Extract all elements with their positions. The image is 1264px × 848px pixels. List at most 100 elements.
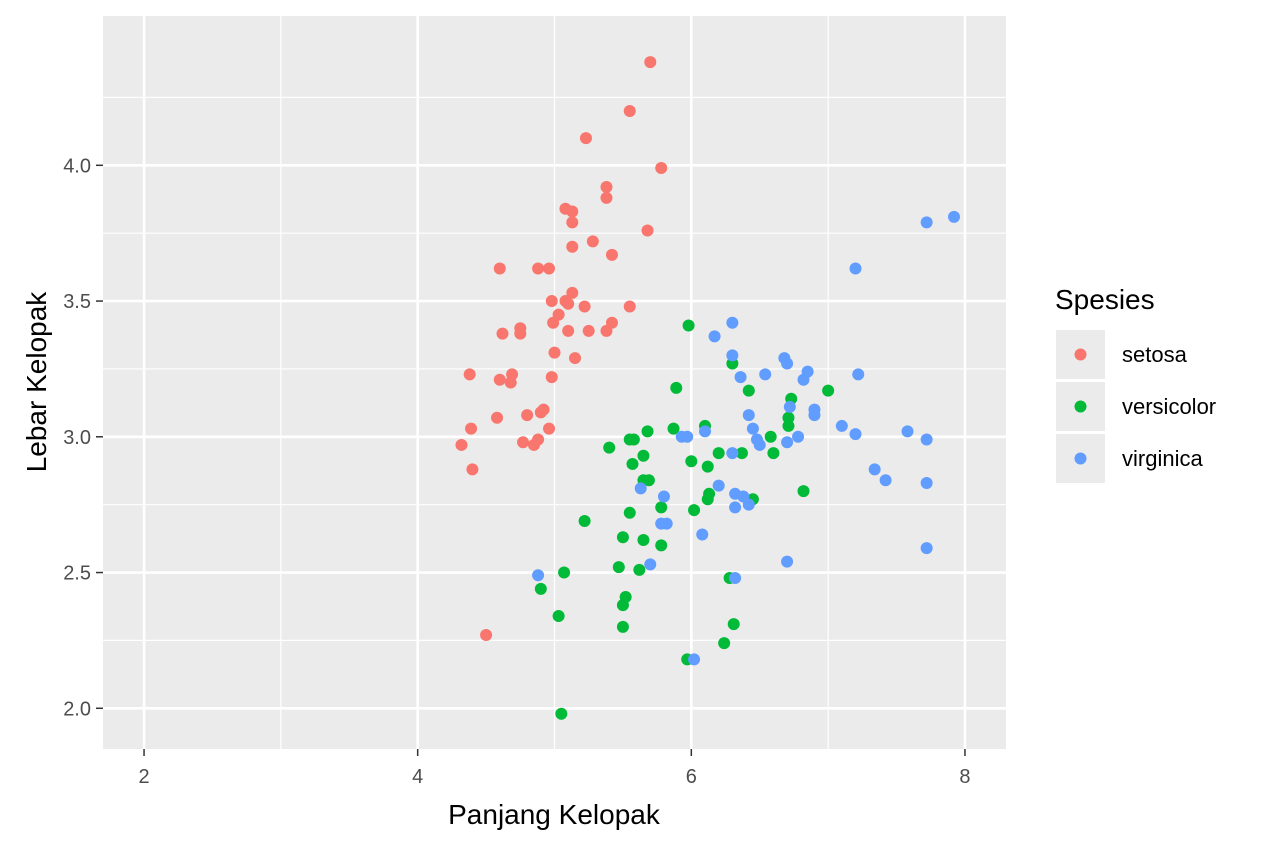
point-setosa — [586, 235, 599, 248]
point-virginica — [726, 447, 739, 460]
legend-label-versicolor: versicolor — [1122, 394, 1216, 419]
point-setosa — [566, 240, 579, 253]
point-virginica — [948, 210, 961, 223]
point-versicolor — [685, 455, 698, 468]
point-virginica — [729, 571, 742, 584]
point-versicolor — [688, 504, 701, 517]
point-versicolor — [764, 430, 777, 443]
point-virginica — [699, 425, 711, 438]
point-versicolor — [578, 514, 591, 527]
point-versicolor — [555, 707, 568, 720]
point-versicolor — [642, 474, 655, 487]
point-virginica — [849, 428, 862, 441]
point-setosa — [562, 324, 575, 337]
point-versicolor — [767, 447, 780, 460]
point-virginica — [759, 368, 772, 381]
point-virginica — [644, 558, 657, 571]
point-setosa — [623, 105, 636, 118]
point-setosa — [566, 216, 579, 229]
point-virginica — [657, 490, 670, 503]
point-setosa — [600, 191, 613, 204]
point-versicolor — [552, 609, 565, 622]
point-versicolor — [701, 493, 714, 506]
point-virginica — [879, 474, 892, 487]
point-versicolor — [641, 425, 654, 438]
point-setosa — [532, 262, 545, 275]
y-tick-label: 2.0 — [63, 698, 91, 720]
x-tick-label: 2 — [138, 766, 149, 788]
point-virginica — [835, 419, 848, 432]
legend-point-setosa — [1074, 348, 1087, 361]
point-virginica — [920, 216, 933, 229]
point-versicolor — [782, 419, 795, 432]
point-setosa — [504, 376, 517, 389]
point-versicolor — [735, 447, 748, 460]
point-versicolor — [626, 457, 639, 470]
point-versicolor — [667, 422, 680, 435]
point-setosa — [493, 262, 506, 275]
point-setosa — [566, 205, 579, 218]
point-setosa — [521, 409, 534, 422]
point-virginica — [746, 422, 759, 435]
point-virginica — [781, 436, 794, 449]
point-setosa — [569, 352, 582, 365]
y-axis-title: Lebar Kelopak — [21, 291, 52, 473]
point-setosa — [579, 132, 592, 145]
y-tick-label: 3.0 — [63, 427, 91, 449]
point-setosa — [566, 286, 579, 299]
point-setosa — [491, 411, 504, 424]
point-versicolor — [718, 637, 731, 650]
y-tick-label: 4.0 — [63, 155, 91, 177]
point-setosa — [644, 56, 657, 69]
point-setosa — [547, 316, 560, 329]
point-versicolor — [822, 384, 835, 397]
point-versicolor — [534, 582, 547, 595]
point-virginica — [808, 409, 821, 422]
point-virginica — [742, 498, 755, 511]
point-setosa — [532, 433, 545, 446]
point-setosa — [543, 262, 556, 275]
x-tick-label: 8 — [959, 766, 970, 788]
point-setosa — [534, 406, 547, 419]
x-axis-title: Panjang Kelopak — [448, 799, 661, 830]
point-setosa — [455, 438, 468, 451]
point-virginica — [753, 438, 766, 451]
point-setosa — [600, 324, 613, 337]
point-virginica — [852, 368, 865, 381]
point-versicolor — [637, 533, 650, 546]
data-points — [455, 56, 961, 720]
legend-point-versicolor — [1074, 400, 1087, 413]
point-versicolor — [623, 433, 636, 446]
legend-title: Spesies — [1055, 284, 1155, 315]
point-virginica — [901, 425, 914, 438]
point-setosa — [623, 300, 636, 313]
legend-label-virginica: virginica — [1122, 446, 1203, 471]
legend-items: setosa versicolor virginica — [1056, 330, 1216, 483]
point-versicolor — [655, 539, 668, 552]
point-setosa — [517, 436, 530, 449]
point-setosa — [496, 327, 509, 340]
point-virginica — [783, 400, 796, 413]
point-virginica — [634, 482, 647, 495]
point-setosa — [548, 346, 561, 359]
y-tick-label: 2.5 — [63, 563, 91, 585]
point-setosa — [582, 324, 595, 337]
point-versicolor — [633, 563, 646, 576]
legend: Spesies setosa versicolor virginica — [1055, 284, 1216, 483]
point-versicolor — [637, 449, 650, 462]
point-versicolor — [616, 620, 629, 633]
point-setosa — [545, 371, 558, 384]
point-setosa — [578, 300, 591, 313]
point-virginica — [920, 433, 933, 446]
point-virginica — [708, 330, 721, 343]
point-versicolor — [612, 561, 625, 574]
point-virginica — [792, 430, 805, 443]
point-setosa — [655, 162, 668, 175]
point-virginica — [781, 555, 794, 568]
point-virginica — [849, 262, 862, 275]
point-virginica — [532, 569, 545, 582]
point-virginica — [712, 479, 725, 492]
point-setosa — [465, 422, 478, 435]
point-versicolor — [670, 381, 683, 394]
